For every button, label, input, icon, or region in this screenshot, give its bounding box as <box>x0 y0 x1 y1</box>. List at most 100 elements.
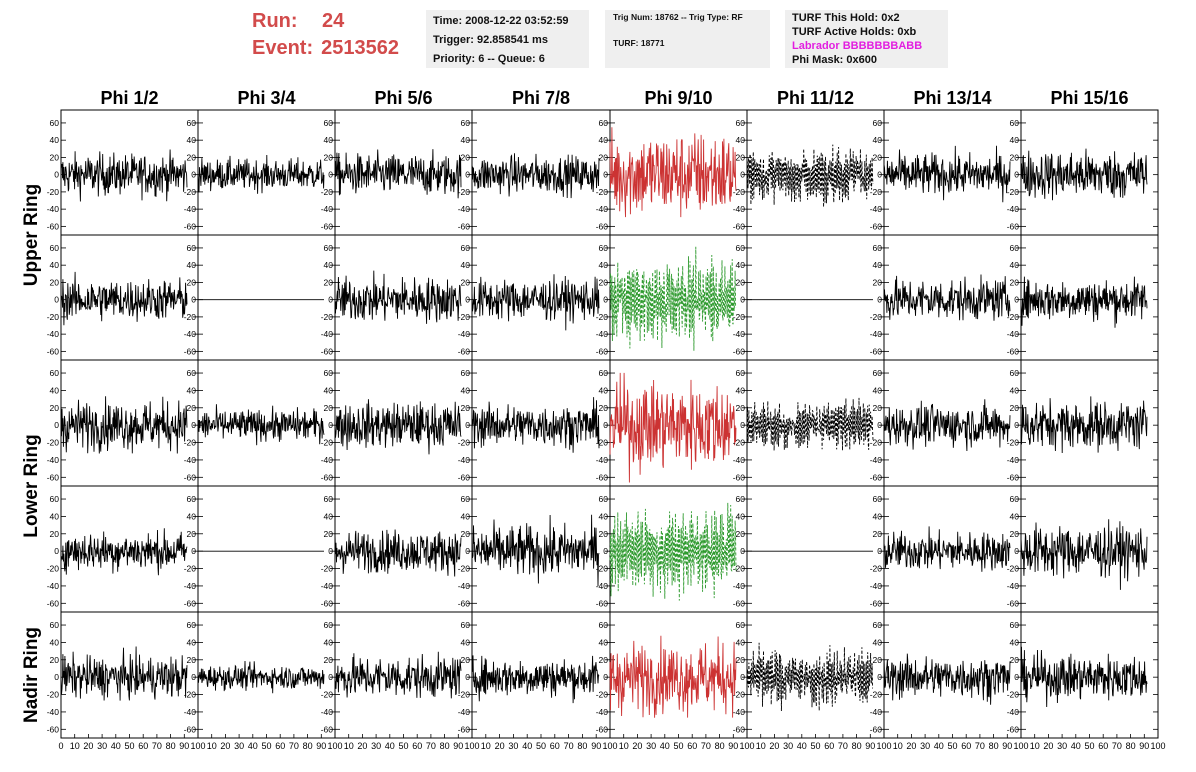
y-tick-label: 60 <box>873 620 883 630</box>
x-tick-label: 100 <box>1013 741 1028 751</box>
y-tick-label: 60 <box>324 620 334 630</box>
y-tick-label: 20 <box>50 277 60 287</box>
y-tick-label: 0 <box>465 546 470 556</box>
y-tick-label: -60 <box>596 724 609 734</box>
y-tick-label: -60 <box>733 346 746 356</box>
waveform-trace <box>609 246 737 351</box>
y-tick-label: 0 <box>465 420 470 430</box>
y-tick-label: 60 <box>873 368 883 378</box>
y-tick-label: -40 <box>458 707 471 717</box>
y-tick-label: -60 <box>596 221 609 231</box>
y-tick-label: 40 <box>50 637 60 647</box>
y-tick-label: -20 <box>184 438 197 448</box>
y-tick-label: -40 <box>321 455 334 465</box>
x-tick-label: 20 <box>1043 741 1053 751</box>
y-tick-label: 40 <box>461 135 471 145</box>
x-tick-label: 90 <box>591 741 601 751</box>
y-tick-label: -60 <box>47 472 60 482</box>
y-tick-label: -20 <box>321 312 334 322</box>
y-tick-label: 60 <box>50 243 60 253</box>
y-tick-label: -60 <box>733 472 746 482</box>
y-tick-label: -40 <box>321 204 334 214</box>
y-tick-label: 20 <box>324 152 334 162</box>
waveform-panel: -60 -40 -20 0 20 40 60 <box>596 234 748 361</box>
x-tick-label: 100 <box>876 741 891 751</box>
y-tick-label: -20 <box>47 690 60 700</box>
y-tick-label: 40 <box>50 385 60 395</box>
x-tick-label: 70 <box>426 741 436 751</box>
y-tick-label: 40 <box>736 385 746 395</box>
y-tick-label: 60 <box>461 494 471 504</box>
y-tick-label: 60 <box>599 118 609 128</box>
y-tick-label: -60 <box>870 221 883 231</box>
y-tick-label: 0 <box>328 295 333 305</box>
waveform-trace <box>1020 276 1148 328</box>
x-tick-label: 90 <box>453 741 463 751</box>
y-tick-label: 20 <box>736 529 746 539</box>
y-tick-label: -40 <box>184 581 197 591</box>
waveform-panel: -60 -40 -20 0 20 40 60 <box>184 485 336 613</box>
y-tick-label: -40 <box>184 329 197 339</box>
y-tick-label: -60 <box>321 598 334 608</box>
labrador-line: Labrador BBBBBBBABB <box>792 40 923 52</box>
y-tick-label: -40 <box>733 455 746 465</box>
y-tick-label: 20 <box>461 529 471 539</box>
y-tick-label: -60 <box>184 724 197 734</box>
turf-active-line: TURF Active Holds: 0xb <box>792 26 917 38</box>
waveform-trace <box>883 145 1011 203</box>
y-tick-label: -40 <box>321 581 334 591</box>
x-tick-label: 60 <box>412 741 422 751</box>
y-tick-label: 60 <box>461 368 471 378</box>
y-tick-label: 60 <box>50 368 60 378</box>
waveform-panel: -60 -40 -20 0 20 40 60 <box>870 234 1022 361</box>
y-tick-label: -40 <box>733 581 746 591</box>
y-tick-label: -60 <box>458 346 471 356</box>
x-tick-label: 50 <box>673 741 683 751</box>
y-tick-label: -20 <box>184 312 197 322</box>
x-tick-label: 40 <box>111 741 121 751</box>
y-tick-label: -20 <box>1007 564 1020 574</box>
y-tick-label: -20 <box>870 187 883 197</box>
y-tick-label: 0 <box>1014 672 1019 682</box>
y-tick-label: -60 <box>870 472 883 482</box>
y-tick-label: 60 <box>50 620 60 630</box>
x-tick-label: 20 <box>495 741 505 751</box>
y-tick-label: 0 <box>740 420 745 430</box>
y-tick-label: -40 <box>733 707 746 717</box>
y-tick-label: 0 <box>54 546 59 556</box>
y-tick-label: 0 <box>328 672 333 682</box>
y-tick-label: 0 <box>740 672 745 682</box>
y-tick-label: 40 <box>324 511 334 521</box>
x-tick-label: 10 <box>619 741 629 751</box>
turf-info-box: TURF This Hold: 0x2 TURF Active Holds: 0… <box>785 10 948 68</box>
time-info-box: Time: 2008-12-22 03:52:59 Trigger: 92.85… <box>426 10 589 68</box>
x-tick-label: 70 <box>838 741 848 751</box>
y-tick-label: 0 <box>740 546 745 556</box>
y-tick-label: -40 <box>47 581 60 591</box>
y-tick-label: -20 <box>733 690 746 700</box>
x-tick-label: 30 <box>371 741 381 751</box>
y-tick-label: 60 <box>736 620 746 630</box>
y-tick-label: 0 <box>1014 295 1019 305</box>
waveform-trace <box>883 653 1011 705</box>
y-tick-label: -20 <box>733 187 746 197</box>
x-tick-label: 10 <box>207 741 217 751</box>
y-tick-label: 0 <box>877 420 882 430</box>
y-tick-label: -20 <box>870 438 883 448</box>
y-tick-label: -20 <box>458 312 471 322</box>
y-tick-label: -60 <box>458 598 471 608</box>
y-tick-label: -40 <box>47 204 60 214</box>
y-tick-label: 60 <box>736 118 746 128</box>
y-tick-label: 40 <box>324 637 334 647</box>
waveform-trace <box>471 514 600 587</box>
waveform-trace <box>60 149 188 202</box>
y-tick-label: 20 <box>1010 277 1020 287</box>
run-label: Run: <box>252 10 298 32</box>
x-tick-label: 100 <box>739 741 754 751</box>
y-tick-label: 20 <box>187 152 197 162</box>
y-tick-label: -60 <box>596 598 609 608</box>
y-tick-label: -20 <box>870 312 883 322</box>
turf-line: TURF: 18771 <box>613 38 665 48</box>
